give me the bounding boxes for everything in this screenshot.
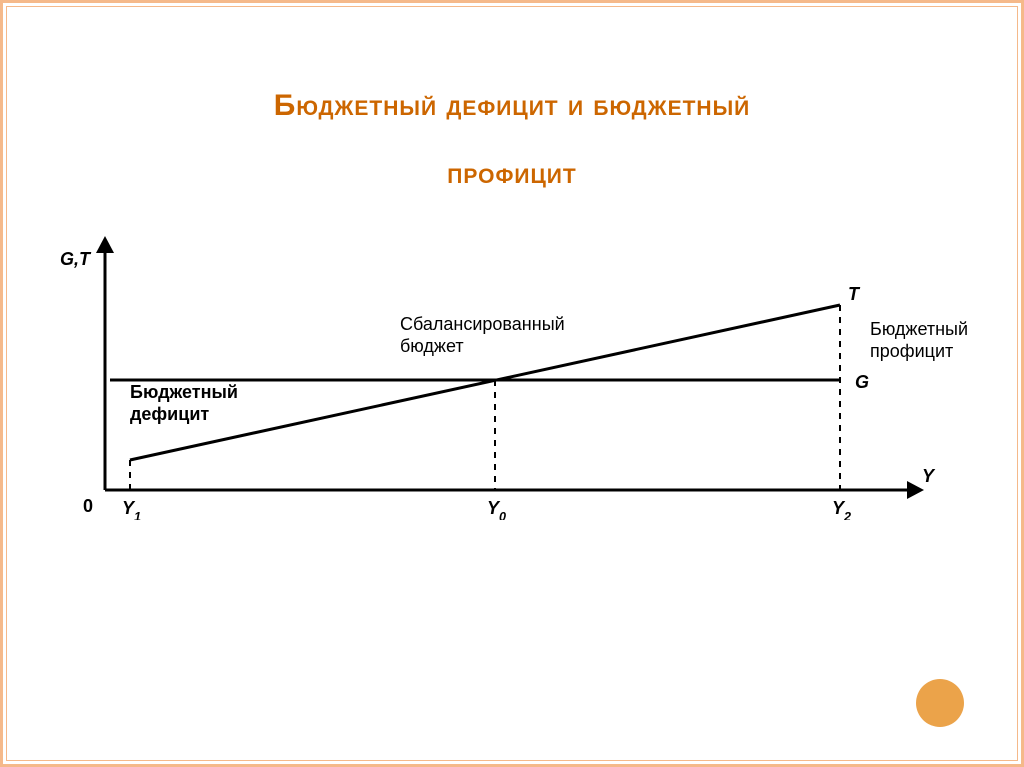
annotation-surplus-l0: Бюджетный [870,319,968,339]
x-tick-2: Y2 [832,498,851,520]
t-line-label: T [848,284,861,304]
x-tick-1: Y0 [487,498,506,520]
g-line-label: G [855,372,869,392]
y-axis-label: G,T [60,249,92,269]
x-tick-0: Y1 [122,498,141,520]
annotation-balanced-l1: бюджет [400,336,464,356]
budget-chart: 0 G,T Y G T Y1 Y0 Y2 Сбалансированныйбюджет Бюдже… [50,230,970,520]
slide: Бюджетный дефицит и бюджетный профицит 0… [0,0,1024,767]
title-line2: профицит [447,157,576,190]
annotation-deficit-l1: дефицит [130,404,209,424]
annotation-balanced-l0: Сбалансированный [400,314,565,334]
y-axis-arrow-icon [96,236,114,253]
origin-label: 0 [83,496,93,516]
slide-title: Бюджетный дефицит и бюджетный профицит [0,55,1024,191]
annotation-deficit-l0: Бюджетный [130,382,238,402]
annotation-surplus-l1: профицит [870,341,953,361]
accent-dot-icon [916,679,964,727]
title-line1: Бюджетный дефицит и бюджетный [274,89,750,122]
chart-svg: 0 G,T Y G T Y1 Y0 Y2 Сбалансированныйбюджет Бюдже… [50,230,970,520]
x-axis-label: Y [922,466,936,486]
